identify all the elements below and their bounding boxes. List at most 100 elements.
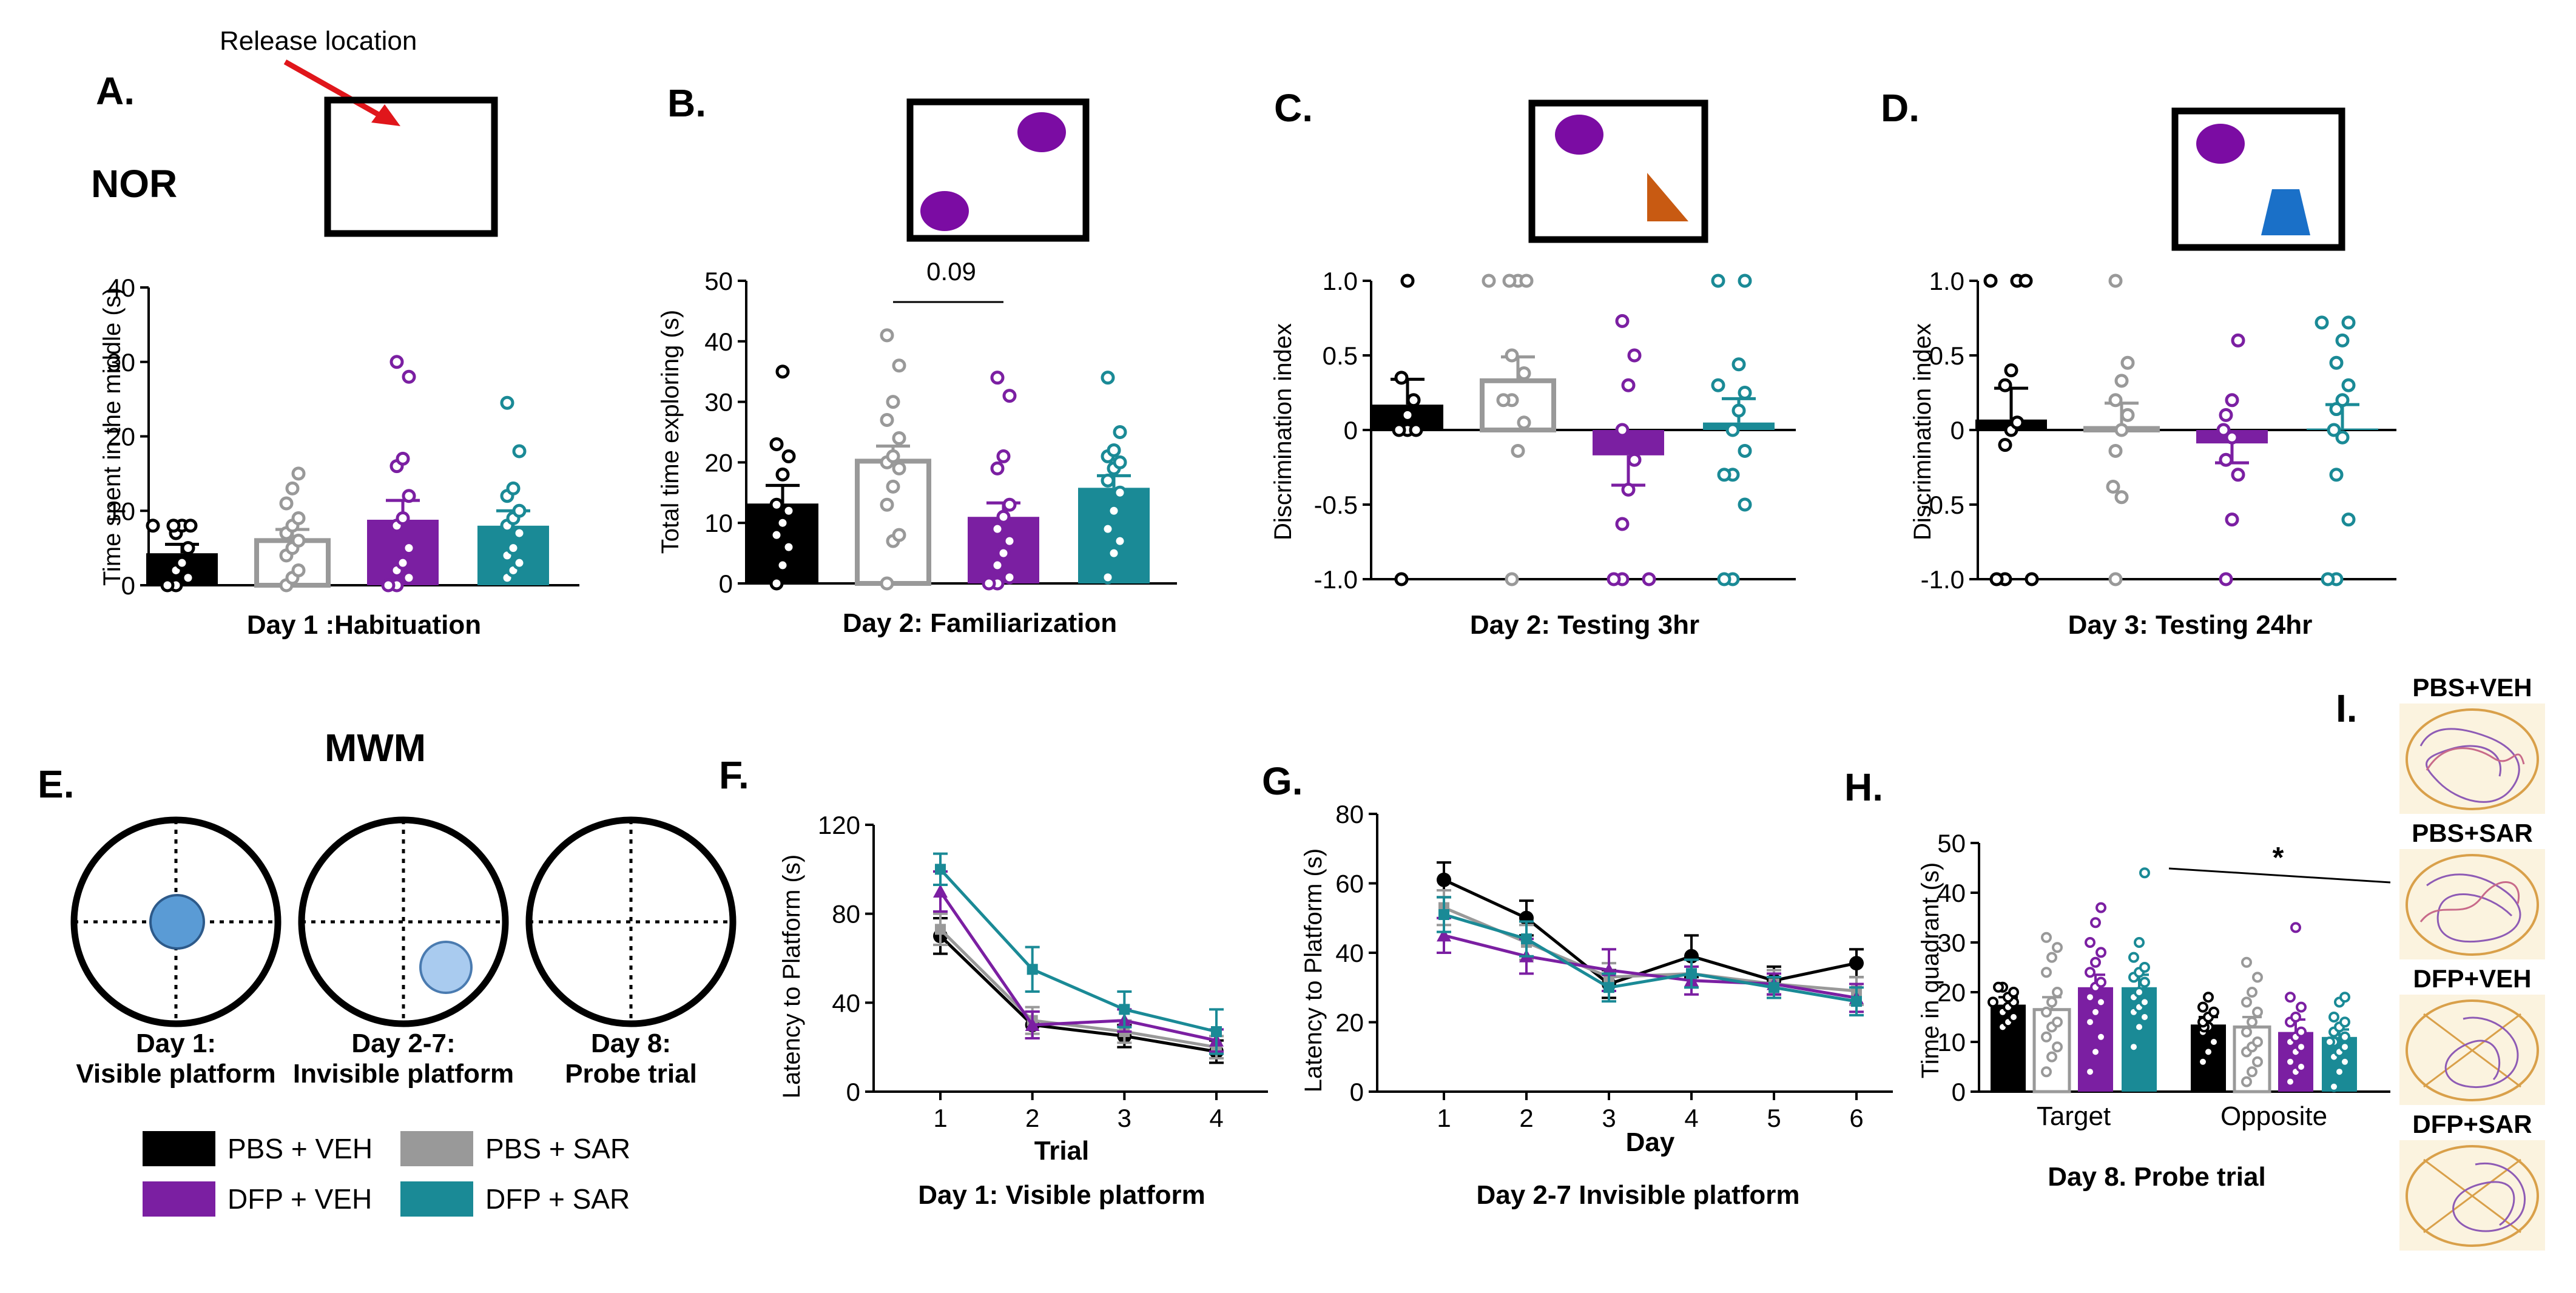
point-h-dfp-veh <box>2290 922 2301 933</box>
point-d-dfp-sar <box>2341 315 2356 330</box>
trace-pool-1 <box>2406 708 2539 810</box>
point-b-dfp-veh <box>990 371 1005 385</box>
bar-b-dfp-sar <box>1078 488 1150 583</box>
chart-h-ytick-label: 40 <box>1937 879 1966 907</box>
trace-bg-1 <box>2399 704 2545 814</box>
point-d-dfp-veh <box>2225 393 2239 408</box>
chart-h-category-label: Opposite <box>2220 1101 2327 1131</box>
point-h-dfp-veh <box>2285 1076 2296 1087</box>
point-h-pbs-veh <box>2203 992 2214 1003</box>
point-h-dfp-veh <box>2296 1026 2307 1038</box>
point-a-dfp-sar <box>512 526 527 540</box>
mwm-pool-1 <box>70 816 282 1027</box>
point-b-dfp-veh <box>982 576 996 591</box>
point-c-pbs-veh <box>1400 274 1415 288</box>
chart-h-title: Day 8. Probe trial <box>2048 1162 2265 1192</box>
point-d-dfp-veh <box>2219 572 2233 586</box>
point-c-dfp-sar <box>1717 468 1731 482</box>
chart-f-ytick-label: 40 <box>832 989 860 1017</box>
point-d-pbs-sar <box>2106 479 2120 494</box>
panel-letter-c: C. <box>1274 86 1313 130</box>
point-a-dfp-veh <box>389 355 404 369</box>
point-c-dfp-sar <box>1711 274 1725 288</box>
point-d-pbs-sar <box>2120 355 2135 370</box>
point-h-dfp-veh <box>2090 956 2101 968</box>
series-line-g-dfp-sar <box>1443 913 1857 1003</box>
point-b-dfp-veh <box>1002 570 1017 585</box>
chart-g-xtick-label: 2 <box>1519 1104 1533 1132</box>
bar-a-dfp-veh <box>367 519 439 585</box>
point-h-dfp-veh <box>2296 1061 2307 1072</box>
point-h-dfp-sar <box>2139 976 2150 988</box>
point-a-dfp-veh <box>402 369 416 384</box>
trace-path-2b <box>2419 881 2520 922</box>
point-h-dfp-sar <box>2128 952 2139 963</box>
point-h-dfp-veh <box>2090 1006 2101 1018</box>
point-c-pbs-veh <box>1400 408 1415 422</box>
legend-swatch-pbs-veh <box>143 1131 215 1166</box>
chart-d-ytick-label: 1.0 <box>1929 267 1964 295</box>
point-b-pbs-veh <box>775 467 790 482</box>
series-line-g-dfp-veh <box>1443 933 1857 999</box>
chart-h-ylabel: Time in quadrant (s) <box>1917 862 1944 1078</box>
point-h-pbs-sar <box>2052 942 2063 953</box>
point-h-dfp-sar <box>2134 987 2145 998</box>
series-line-g-pbs-sar <box>1443 906 1857 993</box>
point-b-pbs-sar <box>880 413 894 428</box>
trace-path-1 <box>2419 728 2520 803</box>
chart-c-testing-3hr: -1.0 -0.5 0 0.5 1.0 Discrimination index Day 2… <box>1270 267 1796 640</box>
trace-panel: PBS+VEH PBS+SAR DFP+VEH DFP+SAR <box>2399 673 2545 1251</box>
point-c-dfp-sar <box>1717 572 1731 586</box>
schematic-label-2: Invisible platform <box>293 1059 514 1089</box>
point-b-pbs-veh <box>769 437 784 451</box>
trace-label-dfp-veh: DFP+VEH <box>2413 964 2532 993</box>
chart-f-xtick-label: 2 <box>1025 1104 1039 1132</box>
chart-d-testing-24hr: -1.0 -0.5 0 0.5 1.0 Discrimination index Day 3… <box>1909 267 2396 640</box>
point-a-dfp-veh <box>402 571 416 585</box>
point-h-pbs-veh <box>2197 1001 2208 1013</box>
marker-g-pbs-veh <box>1437 872 1451 887</box>
point-b-pbs-sar <box>892 431 906 445</box>
point-h-pbs-veh <box>2008 1012 2019 1023</box>
trace-pool-2 <box>2406 854 2539 956</box>
object-b-2 <box>920 191 969 231</box>
point-b-dfp-sar <box>1101 522 1115 536</box>
legend-label-dfp-sar: DFP + SAR <box>485 1183 630 1215</box>
point-a-pbs-veh <box>175 556 189 570</box>
point-h-dfp-veh <box>2096 1031 2106 1043</box>
point-h-pbs-sar <box>2247 1016 2257 1028</box>
point-h-dfp-veh <box>2096 976 2106 988</box>
point-h-pbs-sar <box>2052 987 2063 998</box>
trace-cross-3b <box>2423 1013 2521 1088</box>
point-h-pbs-veh <box>2008 987 2019 998</box>
point-b-dfp-sar <box>1113 425 1127 439</box>
point-c-dfp-sar <box>1738 386 1752 400</box>
chart-d-title: Day 3: Testing 24hr <box>2068 610 2313 640</box>
arena-d <box>2171 107 2345 251</box>
point-d-pbs-veh <box>2010 415 2025 430</box>
chart-g-ylabel: Latency to Platform (s) <box>1300 848 1327 1092</box>
marker-f-dfp-sar <box>1027 964 1038 975</box>
point-h-dfp-sar <box>2328 1081 2339 1092</box>
point-d-pbs-sar <box>2108 274 2123 288</box>
point-h-dfp-veh <box>2085 1016 2096 1028</box>
point-c-dfp-veh <box>1615 517 1630 531</box>
series-line-g-pbs-veh <box>1443 878 1857 986</box>
bar-h-target-dfp-veh <box>2078 987 2113 1092</box>
trace-path-2 <box>2426 873 2521 943</box>
point-c-dfp-veh <box>1627 348 1642 363</box>
point-h-pbs-sar <box>2046 952 2057 963</box>
chart-d-ytick-label: -1.0 <box>1921 565 1964 594</box>
chart-g-xtick-label: 6 <box>1849 1104 1863 1132</box>
point-h-dfp-veh <box>2085 992 2096 1003</box>
point-d-dfp-veh <box>2225 430 2239 445</box>
point-h-pbs-sar <box>2052 1041 2063 1053</box>
arena-a-box <box>324 96 498 237</box>
point-h-dfp-sar <box>2339 992 2350 1003</box>
chart-f-xtick-label: 3 <box>1118 1104 1131 1132</box>
point-c-pbs-veh <box>1392 423 1406 437</box>
release-arrow-head <box>371 104 400 126</box>
arena-d-box <box>2171 107 2345 251</box>
point-a-pbs-veh <box>166 519 181 533</box>
point-d-dfp-sar <box>2335 393 2350 408</box>
